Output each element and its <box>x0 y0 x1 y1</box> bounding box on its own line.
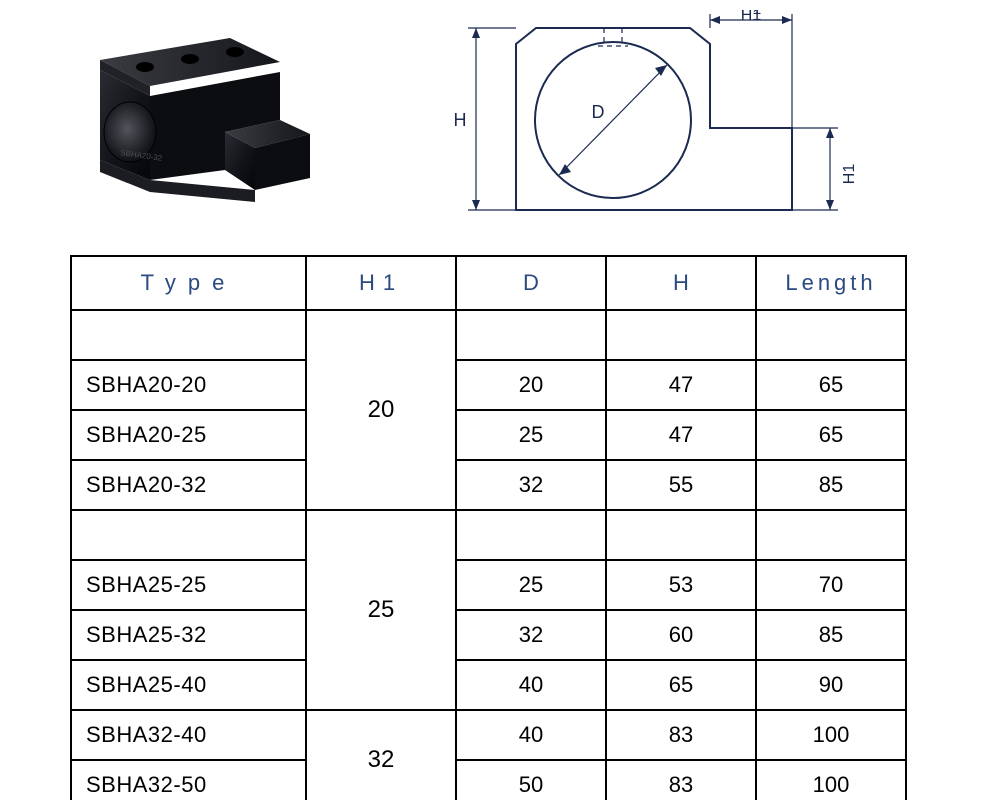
product-photo: SBHA20-32 <box>60 20 320 220</box>
h-cell: 83 <box>606 710 756 760</box>
length-cell: 100 <box>756 760 906 800</box>
h-cell: 47 <box>606 360 756 410</box>
type-cell: SBHA25-32 <box>71 610 306 660</box>
type-cell <box>71 510 306 560</box>
table-row: 25 <box>71 510 906 560</box>
type-cell: SBHA20-32 <box>71 460 306 510</box>
spec-table: TypeH1DHLength 20 SBHA20-20204765SBHA20-… <box>70 255 905 800</box>
table-row: 20 <box>71 310 906 360</box>
dim-label-d: D <box>592 102 605 122</box>
d-cell: 40 <box>456 660 606 710</box>
empty-cell <box>756 510 906 560</box>
d-cell: 32 <box>456 610 606 660</box>
dim-label-h1-side: H1 <box>841 164 858 185</box>
table-row: SBHA20-20 204765 <box>71 360 906 410</box>
dim-label-h: H <box>454 110 467 130</box>
empty-cell <box>606 310 756 360</box>
length-cell: 70 <box>756 560 906 610</box>
length-cell: 65 <box>756 410 906 460</box>
technical-drawing: H H1 H1 D H1 <box>440 10 900 240</box>
d-cell: 32 <box>456 460 606 510</box>
length-cell: 65 <box>756 360 906 410</box>
length-cell: 90 <box>756 660 906 710</box>
col-header-length: Length <box>756 256 906 310</box>
empty-cell <box>606 510 756 560</box>
type-cell: SBHA25-40 <box>71 660 306 710</box>
type-cell: SBHA25-25 <box>71 560 306 610</box>
h-cell: 60 <box>606 610 756 660</box>
type-cell: SBHA32-50 <box>71 760 306 800</box>
col-header-h1: H1 <box>306 256 456 310</box>
table-row: SBHA25-25 255370 <box>71 560 906 610</box>
type-cell: SBHA20-25 <box>71 410 306 460</box>
table-row: SBHA32-50 5083100 <box>71 760 906 800</box>
length-cell: 85 <box>756 610 906 660</box>
type-cell: SBHA32-40 <box>71 710 306 760</box>
col-header-h: H <box>606 256 756 310</box>
table-row: SBHA20-32 325585 <box>71 460 906 510</box>
col-header-d: D <box>456 256 606 310</box>
h-cell: 83 <box>606 760 756 800</box>
h-cell: 53 <box>606 560 756 610</box>
dim-label-h1-top-real: H1 <box>741 10 762 18</box>
length-cell: 100 <box>756 710 906 760</box>
table-row: SBHA32-40324083100 <box>71 710 906 760</box>
empty-cell <box>756 310 906 360</box>
empty-cell <box>456 510 606 560</box>
h1-cell: 20 <box>306 310 456 510</box>
d-cell: 20 <box>456 360 606 410</box>
h-cell: 55 <box>606 460 756 510</box>
h1-cell: 32 <box>306 710 456 800</box>
h-cell: 47 <box>606 410 756 460</box>
col-header-type: Type <box>71 256 306 310</box>
table-row: SBHA25-40 406590 <box>71 660 906 710</box>
empty-cell <box>456 310 606 360</box>
type-cell <box>71 310 306 360</box>
length-cell: 85 <box>756 460 906 510</box>
type-cell: SBHA20-20 <box>71 360 306 410</box>
table-row: SBHA25-32 326085 <box>71 610 906 660</box>
d-cell: 25 <box>456 560 606 610</box>
table-row: SBHA20-25 254765 <box>71 410 906 460</box>
d-cell: 50 <box>456 760 606 800</box>
h1-cell: 25 <box>306 510 456 710</box>
d-cell: 25 <box>456 410 606 460</box>
h-cell: 65 <box>606 660 756 710</box>
d-cell: 40 <box>456 710 606 760</box>
